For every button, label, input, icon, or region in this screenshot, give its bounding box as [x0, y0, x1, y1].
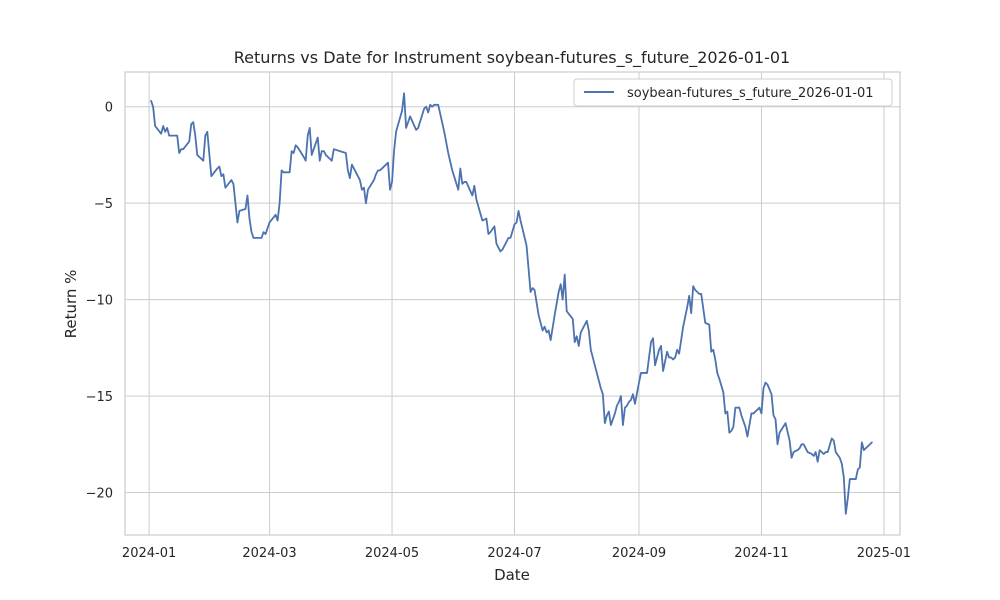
y-tick-label: −20 — [86, 487, 113, 502]
x-tick-labels: 2024-01 2024-03 2024-05 2024-07 2024-09 2024-… — [122, 546, 911, 561]
legend: soybean-futures_s_future_2026-01-01 — [573, 78, 893, 107]
y-axis-label: Return % — [62, 270, 80, 339]
x-axis-label: Date — [494, 566, 530, 584]
x-tick-label: 2024-11 — [734, 546, 788, 561]
y-gridlines — [125, 106, 900, 494]
x-tick-label: 2024-09 — [612, 546, 666, 561]
chart-title: Returns vs Date for Instrument soybean-f… — [234, 48, 790, 68]
plot-frame — [124, 71, 901, 536]
legend-box — [573, 78, 893, 107]
legend-entry-label: soybean-futures_s_future_2026-01-01 — [627, 86, 874, 101]
series-lines — [150, 92, 873, 515]
x-tick-label: 2024-05 — [365, 546, 419, 561]
y-tick-label: 0 — [105, 101, 113, 116]
y-tick-labels: 0 −5 −10 −15 −20 — [86, 101, 113, 502]
y-tick-label: −5 — [94, 197, 113, 212]
x-tick-label: 2024-03 — [242, 546, 296, 561]
y-tick-label: −10 — [86, 294, 113, 309]
x-tick-label: 2025-01 — [857, 546, 911, 561]
x-tick-label: 2024-07 — [487, 546, 541, 561]
x-tick-label: 2024-01 — [122, 546, 176, 561]
x-gridlines — [148, 72, 885, 535]
y-tick-label: −15 — [86, 390, 113, 405]
series-line — [150, 92, 873, 515]
